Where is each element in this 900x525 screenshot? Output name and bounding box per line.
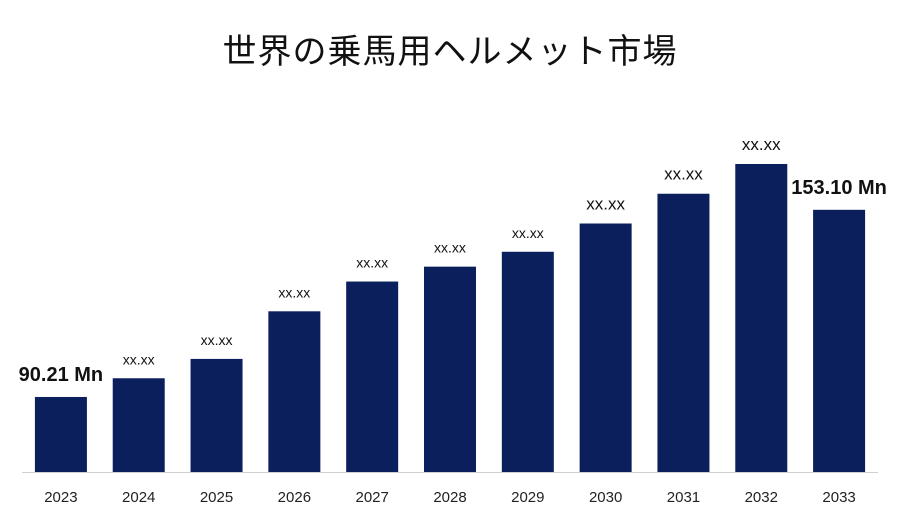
x-tick-label-2026: 2026	[278, 489, 311, 506]
bar-2025	[190, 358, 243, 472]
x-tick-label-2027: 2027	[355, 489, 388, 506]
bar-2028	[424, 266, 476, 472]
bars-group	[34, 163, 866, 473]
x-tick-label-2031: 2031	[667, 489, 700, 506]
bar-2033	[813, 209, 866, 473]
bar-2032	[735, 163, 788, 472]
x-tick-label-2033: 2033	[822, 489, 855, 506]
data-label-2029: xx.xx	[512, 225, 544, 241]
x-tick-label-2030: 2030	[589, 489, 622, 506]
data-label-2026: xx.xx	[278, 284, 310, 300]
chart-title: 世界の乗馬用ヘルメット市場	[222, 32, 678, 72]
bar-2023	[34, 396, 87, 472]
data-label-2030: xx.xx	[586, 195, 625, 214]
x-tick-labels: 2023 2024 2025 2026 2027 2028 2029 2030 2031 2032…	[44, 489, 856, 506]
data-label-2033: 153.10 Mn	[791, 177, 887, 199]
bar-2024	[112, 378, 165, 472]
x-tick-label-2024: 2024	[122, 489, 155, 506]
bar-2030	[579, 223, 632, 472]
x-tick-label-2028: 2028	[433, 489, 466, 506]
data-labels: 90.21 Mn xx.xx xx.xx xx.xx xx.xx xx.xx xx.xx xx…	[19, 135, 887, 386]
bar-2031	[657, 193, 710, 472]
bar-2027	[346, 281, 399, 472]
x-tick-label-2029: 2029	[511, 489, 544, 506]
bar-2029	[501, 251, 554, 472]
data-label-2025: xx.xx	[201, 332, 233, 348]
data-label-2023: 90.21 Mn	[19, 364, 103, 386]
x-tick-label-2032: 2032	[745, 489, 778, 506]
data-label-2031: xx.xx	[664, 165, 703, 184]
data-label-2024: xx.xx	[123, 351, 155, 367]
bar-2026	[268, 311, 321, 472]
x-tick-label-2023: 2023	[44, 489, 77, 506]
x-tick-label-2025: 2025	[200, 489, 233, 506]
data-label-2027: xx.xx	[356, 255, 388, 271]
data-label-2032: xx.xx	[742, 135, 781, 154]
data-label-2028: xx.xx	[434, 240, 466, 256]
